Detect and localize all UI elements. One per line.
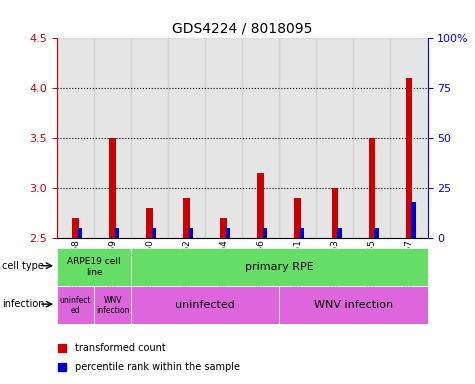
- Text: uninfect
ed: uninfect ed: [60, 296, 91, 315]
- Text: ARPE19 cell
line: ARPE19 cell line: [67, 257, 121, 276]
- Text: WNV infection: WNV infection: [314, 300, 393, 310]
- Text: primary RPE: primary RPE: [245, 262, 314, 272]
- Text: transformed count: transformed count: [75, 343, 166, 353]
- Text: uninfected: uninfected: [175, 300, 235, 310]
- Bar: [109, 138, 116, 238]
- Title: GDS4224 / 8018095: GDS4224 / 8018095: [172, 22, 313, 36]
- Bar: [131, 38, 168, 238]
- Bar: [189, 228, 193, 238]
- Bar: [220, 218, 227, 238]
- Text: percentile rank within the sample: percentile rank within the sample: [75, 362, 240, 372]
- Bar: [332, 188, 338, 238]
- Bar: [226, 228, 230, 238]
- Bar: [57, 38, 94, 238]
- Bar: [205, 38, 242, 238]
- Bar: [131, 286, 279, 324]
- Bar: [131, 248, 428, 286]
- Text: WNV
infection: WNV infection: [96, 296, 129, 315]
- Bar: [94, 286, 131, 324]
- Bar: [316, 38, 353, 238]
- Bar: [374, 228, 379, 238]
- Bar: [390, 38, 428, 238]
- Bar: [406, 78, 412, 238]
- Bar: [257, 173, 264, 238]
- Bar: [146, 208, 153, 238]
- Bar: [94, 38, 131, 238]
- Bar: [279, 38, 316, 238]
- Bar: [294, 198, 301, 238]
- Bar: [183, 198, 190, 238]
- Bar: [168, 38, 205, 238]
- Bar: [353, 38, 390, 238]
- Text: infection: infection: [2, 299, 45, 309]
- Bar: [337, 228, 342, 238]
- Bar: [115, 228, 119, 238]
- Bar: [57, 286, 94, 324]
- Bar: [369, 138, 375, 238]
- Text: cell type: cell type: [2, 261, 44, 271]
- Bar: [279, 286, 428, 324]
- Bar: [78, 228, 82, 238]
- Bar: [72, 218, 79, 238]
- Bar: [263, 228, 267, 238]
- Bar: [57, 248, 131, 286]
- Bar: [152, 228, 156, 238]
- Bar: [300, 228, 304, 238]
- Bar: [411, 202, 416, 238]
- Bar: [242, 38, 279, 238]
